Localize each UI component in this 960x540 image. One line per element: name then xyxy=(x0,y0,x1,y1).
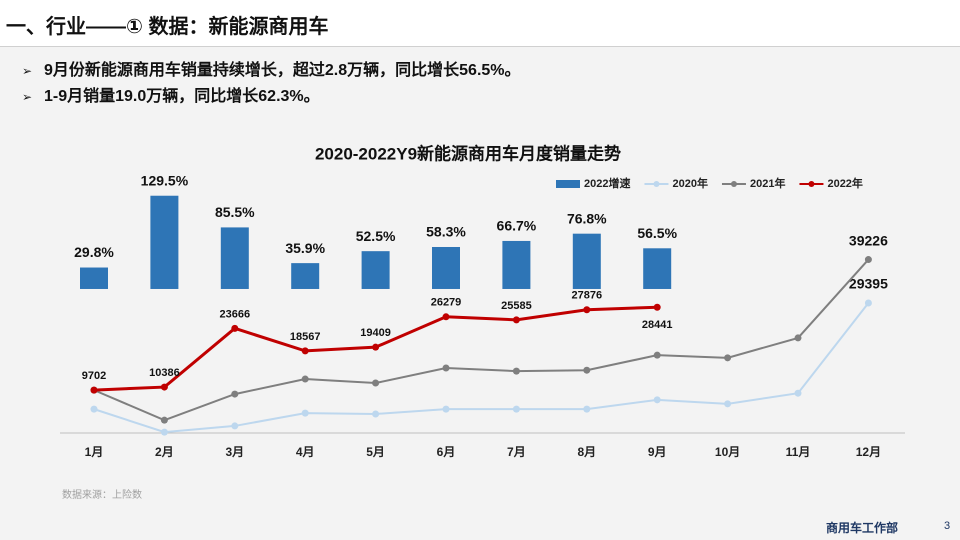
line-series xyxy=(93,258,870,422)
line-point xyxy=(512,405,520,413)
data-label: 23666 xyxy=(220,308,251,320)
header: 一、行业——① 数据：新能源商用车 xyxy=(0,0,960,47)
line-point xyxy=(442,405,450,413)
line-point xyxy=(442,364,450,372)
x-tick-label: 9月 xyxy=(648,445,667,459)
data-label: 66.7% xyxy=(497,218,537,234)
legend-label: 2022年 xyxy=(827,176,862,190)
data-label: 26279 xyxy=(431,297,462,309)
line-point xyxy=(301,347,309,355)
data-label: 35.9% xyxy=(285,240,325,256)
line-point xyxy=(231,422,239,430)
line-point xyxy=(372,410,380,418)
line-point xyxy=(794,389,802,397)
x-tick-label: 6月 xyxy=(437,445,456,459)
line-point xyxy=(653,396,661,404)
slide-title: 一、行业——① 数据：新能源商用车 xyxy=(6,16,329,38)
line-point xyxy=(372,343,380,351)
line-point xyxy=(864,256,872,264)
bar xyxy=(572,233,601,289)
line-point xyxy=(160,416,168,424)
data-label: 39226 xyxy=(849,232,888,248)
x-tick-label: 1月 xyxy=(85,445,104,459)
x-tick-label: 3月 xyxy=(225,445,244,459)
line-series xyxy=(93,302,870,434)
data-label: 85.5% xyxy=(215,204,255,220)
page-number: 3 xyxy=(944,520,951,532)
data-label: 10386 xyxy=(149,367,180,379)
data-label: 129.5% xyxy=(141,172,189,188)
legend-swatch xyxy=(730,181,737,187)
bullet-text: 1-9月销量19.0万辆，同比增长62.3%。 xyxy=(44,88,320,105)
line-point xyxy=(160,383,168,391)
legend-swatch xyxy=(808,181,815,187)
x-tick-label: 7月 xyxy=(507,445,526,459)
bullet-text: 9月份新能源商用车销量持续增长，超过2.8万辆，同比增长56.5%。 xyxy=(44,62,521,79)
line-point xyxy=(372,379,380,387)
data-label: 25585 xyxy=(501,300,532,312)
line-point xyxy=(724,400,732,408)
line-point xyxy=(301,375,309,383)
chart-title: 2020-2022Y9新能源商用车月度销量走势 xyxy=(315,143,621,163)
line-point xyxy=(231,390,239,398)
data-label: 18567 xyxy=(290,331,321,343)
line-point xyxy=(724,354,732,362)
line-point xyxy=(90,405,98,413)
line-point xyxy=(864,299,872,307)
line-point xyxy=(794,334,802,342)
bar xyxy=(643,248,672,289)
data-label: 76.8% xyxy=(567,210,607,226)
bullet-list: ➢ 9月份新能源商用车销量持续增长，超过2.8万辆，同比增长56.5%。 ➢ 1-9… xyxy=(22,58,521,110)
x-tick-label: 12月 xyxy=(856,445,881,459)
data-label: 9702 xyxy=(82,370,106,382)
x-tick-label: 4月 xyxy=(296,445,315,459)
data-label: 29.8% xyxy=(74,244,114,260)
bar xyxy=(432,246,460,289)
line-point xyxy=(653,351,661,359)
line-point xyxy=(231,324,239,332)
data-label: 28441 xyxy=(642,319,673,331)
data-label: 19409 xyxy=(360,327,391,339)
x-tick-label: 8月 xyxy=(577,445,596,459)
x-tick-label: 11月 xyxy=(786,445,811,459)
legend-label: 2022增速 xyxy=(584,176,630,190)
data-label: 58.3% xyxy=(426,224,466,240)
bar xyxy=(291,263,320,289)
legend-swatch xyxy=(653,181,660,187)
legend-swatch xyxy=(556,180,580,188)
data-label: 56.5% xyxy=(637,225,677,241)
bar xyxy=(220,227,249,289)
line-point xyxy=(583,405,591,413)
line-point xyxy=(512,316,520,324)
x-tick-label: 5月 xyxy=(366,445,385,459)
bar xyxy=(80,267,108,289)
bar xyxy=(150,195,179,289)
bar xyxy=(361,251,390,289)
bullet: ➢ 1-9月销量19.0万辆，同比增长62.3%。 xyxy=(22,88,320,105)
x-tick-label: 10月 xyxy=(715,445,740,459)
line-point xyxy=(301,409,309,417)
line-point xyxy=(442,313,450,321)
data-label: 29395 xyxy=(849,276,888,292)
footer: 商用车工作部 xyxy=(826,521,899,535)
data-label: 27876 xyxy=(572,290,603,302)
source-note: 数据来源：上险数 xyxy=(62,490,142,501)
line-point xyxy=(583,306,591,314)
line-point xyxy=(512,367,520,375)
legend-label: 2020年 xyxy=(672,176,707,190)
line-point xyxy=(160,428,168,436)
legend-label: 2021年 xyxy=(750,176,785,190)
bullet: ➢ 9月份新能源商用车销量持续增长，超过2.8万辆，同比增长56.5%。 xyxy=(22,62,521,79)
line-point xyxy=(90,386,98,394)
bar xyxy=(502,240,531,289)
line-point xyxy=(653,303,661,311)
data-label: 52.5% xyxy=(356,228,396,244)
x-tick-label: 2月 xyxy=(155,445,174,459)
line-point xyxy=(583,366,591,374)
